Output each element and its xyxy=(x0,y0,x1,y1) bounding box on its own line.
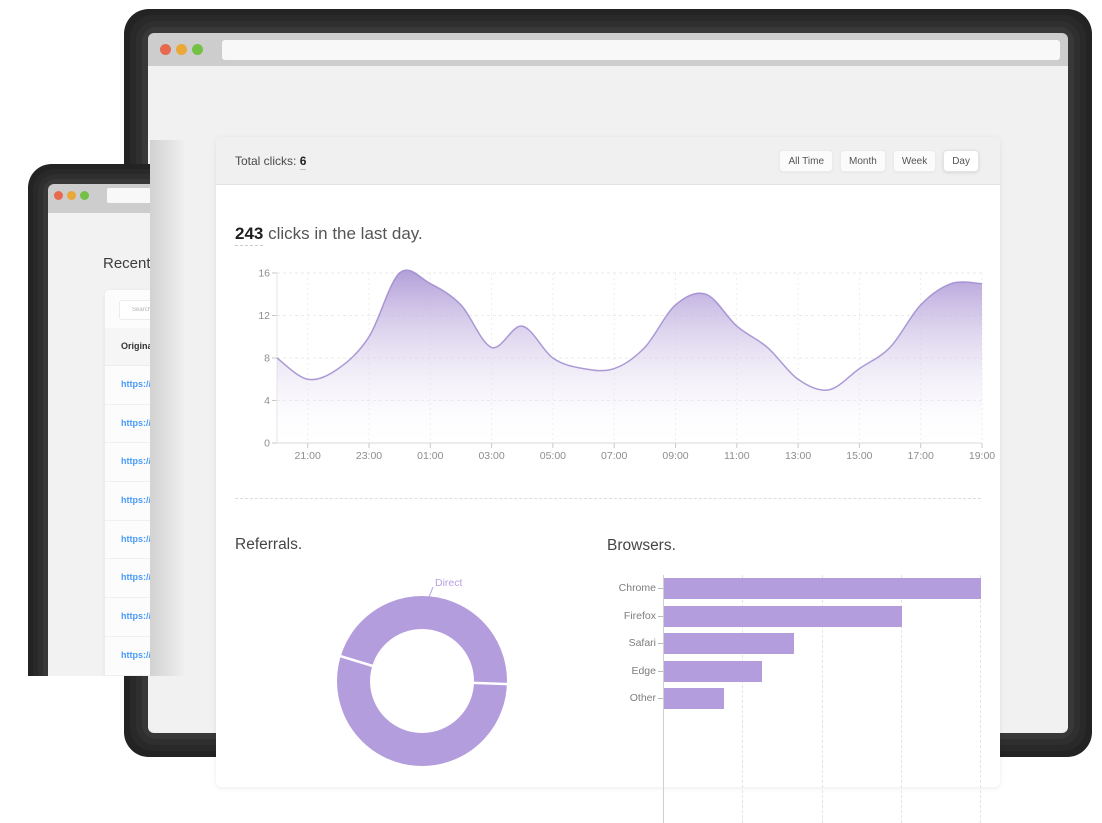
svg-text:23:00: 23:00 xyxy=(356,450,382,462)
browsers-title: Browsers. xyxy=(607,537,676,554)
bg-traffic-light-buttons xyxy=(54,191,89,200)
table-row: https:// xyxy=(105,443,150,483)
traffic-light-buttons xyxy=(160,44,203,55)
bar-label: Safari xyxy=(628,637,656,649)
section-divider xyxy=(235,498,981,499)
minimize-window-button[interactable] xyxy=(67,191,76,200)
table-row: https:// xyxy=(105,559,150,599)
clicks-heading: 243 clicks in the last day. xyxy=(235,224,423,246)
browsers-bar-chart: Chrome Firefox Safari Edge Other xyxy=(607,563,999,823)
bar-row-edge: Edge xyxy=(607,660,999,682)
table-row: https:// xyxy=(105,482,150,521)
recent-links-title: Recent links. xyxy=(103,255,150,272)
search-input[interactable] xyxy=(119,300,150,320)
minimize-window-button[interactable] xyxy=(176,44,187,55)
bg-browser-toolbar xyxy=(48,184,150,213)
bg-browser-content: Recent links. Original URL https://https… xyxy=(48,213,150,676)
main-browser-window: Total clicks: 6 All Time Month Week Day 243… xyxy=(148,33,1068,823)
short-link[interactable]: https:// xyxy=(121,379,150,389)
recent-links-card: Original URL https://https://https://htt… xyxy=(105,290,150,676)
total-clicks: Total clicks: 6 xyxy=(235,137,307,185)
close-window-button[interactable] xyxy=(54,191,63,200)
clicks-area-chart: 0 4 8 12 16 21:00 23:00 01:00 03:00 05:00 07:00 09:… xyxy=(258,268,995,463)
range-buttons: All Time Month Week Day xyxy=(779,150,979,172)
svg-text:05:00: 05:00 xyxy=(540,450,566,462)
bar-row-chrome: Chrome xyxy=(607,578,999,599)
bar-edge xyxy=(664,660,763,682)
short-link[interactable]: https:// xyxy=(121,495,150,506)
svg-text:19:00: 19:00 xyxy=(969,450,995,462)
background-window-clip: Recent links. Original URL https://https… xyxy=(0,140,150,676)
bar-label: Chrome xyxy=(618,582,656,594)
bar-chrome xyxy=(664,578,981,599)
referrals-donut-chart: Direct xyxy=(337,577,510,766)
zoom-window-button[interactable] xyxy=(192,44,203,55)
bg-address-bar[interactable] xyxy=(107,188,150,203)
short-link[interactable]: https:// xyxy=(121,572,150,583)
original-url-column-header: Original URL xyxy=(121,341,150,351)
zoom-window-button[interactable] xyxy=(80,191,89,200)
svg-text:11:00: 11:00 xyxy=(724,450,750,462)
referrals-title: Referrals. xyxy=(235,536,303,553)
bar-tick xyxy=(658,615,663,617)
svg-text:0: 0 xyxy=(264,438,270,450)
svg-text:15:00: 15:00 xyxy=(846,450,872,462)
links-table-body: https:// https:// https:// https:// https://… xyxy=(105,366,150,676)
svg-text:12: 12 xyxy=(258,310,270,322)
table-header-row: Original URL xyxy=(105,328,150,366)
bar-row-other: Other xyxy=(607,688,999,709)
table-row: https:// xyxy=(105,598,150,637)
bar-label: Other xyxy=(629,692,656,704)
bar-row-safari: Safari xyxy=(607,633,999,654)
range-button-day[interactable]: Day xyxy=(943,150,979,172)
bar-firefox xyxy=(664,605,902,627)
bar-tick xyxy=(658,670,663,672)
browser-content: Total clicks: 6 All Time Month Week Day 243… xyxy=(148,66,1068,823)
svg-text:Direct: Direct xyxy=(435,577,463,589)
short-link[interactable]: https:// xyxy=(121,611,150,622)
table-row: https:// xyxy=(105,521,150,560)
svg-text:01:00: 01:00 xyxy=(417,450,443,462)
svg-text:03:00: 03:00 xyxy=(478,450,504,462)
short-link[interactable]: https:// xyxy=(121,649,150,660)
svg-text:13:00: 13:00 xyxy=(785,450,811,462)
browser-toolbar xyxy=(148,33,1068,66)
bar-tick xyxy=(658,643,663,644)
short-link[interactable]: https:// xyxy=(121,533,150,544)
close-window-button[interactable] xyxy=(160,44,171,55)
svg-text:07:00: 07:00 xyxy=(601,450,627,462)
clicks-count: 243 xyxy=(235,224,264,246)
table-row: https:// xyxy=(105,405,150,444)
range-button-week[interactable]: Week xyxy=(892,150,937,172)
window-overlap-shadow xyxy=(150,140,186,676)
range-button-all-time[interactable]: All Time xyxy=(779,150,834,172)
range-button-month[interactable]: Month xyxy=(840,150,886,172)
bar-tick xyxy=(658,698,663,699)
short-link[interactable]: https:// xyxy=(121,417,150,428)
bar-other xyxy=(664,688,725,709)
analytics-panel: Total clicks: 6 All Time Month Week Day 243… xyxy=(216,137,1000,823)
address-bar[interactable] xyxy=(222,40,1060,60)
svg-text:8: 8 xyxy=(264,353,270,365)
bar-safari xyxy=(664,633,794,654)
table-row: https:// xyxy=(105,366,150,405)
table-row: https:// xyxy=(105,637,150,676)
total-clicks-value: 6 xyxy=(299,154,307,170)
bar-label: Edge xyxy=(631,664,656,677)
total-clicks-label: Total clicks: xyxy=(235,154,297,168)
background-browser-window: Recent links. Original URL https://https… xyxy=(48,184,150,676)
bar-row-firefox: Firefox xyxy=(607,605,999,627)
svg-text:21:00: 21:00 xyxy=(295,450,321,462)
clicks-heading-text: clicks in the last day. xyxy=(263,224,423,243)
svg-text:09:00: 09:00 xyxy=(662,450,688,462)
svg-text:17:00: 17:00 xyxy=(908,450,934,462)
short-link[interactable]: https:// xyxy=(121,456,150,467)
panel-header: Total clicks: 6 All Time Month Week Day xyxy=(216,137,1000,185)
svg-text:16: 16 xyxy=(258,268,270,280)
bar-label: Firefox xyxy=(623,609,656,622)
bar-tick xyxy=(658,588,663,589)
svg-text:4: 4 xyxy=(264,395,270,407)
